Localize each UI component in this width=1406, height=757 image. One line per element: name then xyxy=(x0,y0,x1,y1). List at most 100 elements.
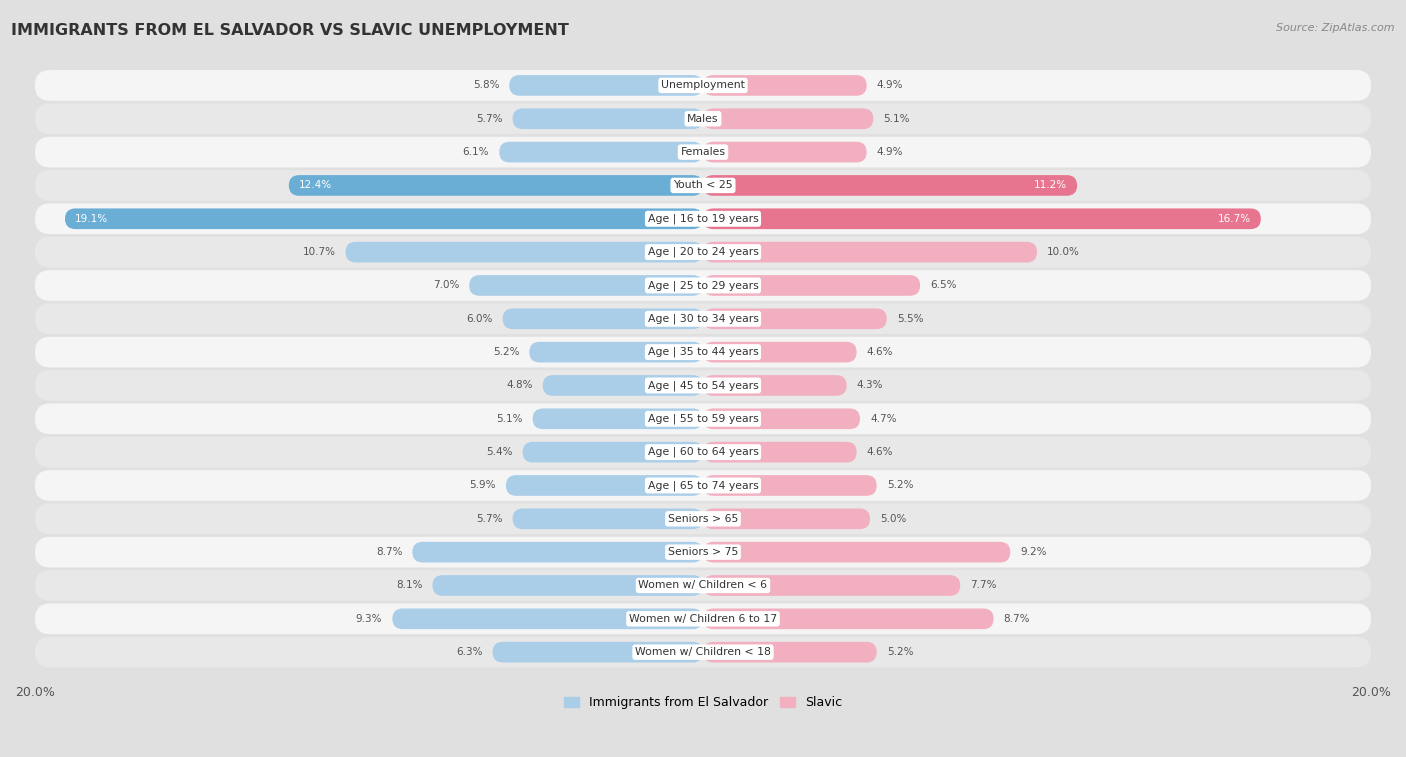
FancyBboxPatch shape xyxy=(35,470,1371,501)
FancyBboxPatch shape xyxy=(509,75,703,95)
FancyBboxPatch shape xyxy=(35,537,1371,568)
FancyBboxPatch shape xyxy=(346,241,703,263)
FancyBboxPatch shape xyxy=(513,108,703,129)
Text: Age | 60 to 64 years: Age | 60 to 64 years xyxy=(648,447,758,457)
FancyBboxPatch shape xyxy=(433,575,703,596)
FancyBboxPatch shape xyxy=(543,375,703,396)
FancyBboxPatch shape xyxy=(703,308,887,329)
FancyBboxPatch shape xyxy=(703,342,856,363)
FancyBboxPatch shape xyxy=(35,503,1371,534)
Text: 4.6%: 4.6% xyxy=(866,447,893,457)
FancyBboxPatch shape xyxy=(703,475,877,496)
FancyBboxPatch shape xyxy=(470,275,703,296)
FancyBboxPatch shape xyxy=(35,104,1371,134)
FancyBboxPatch shape xyxy=(703,642,877,662)
Text: 11.2%: 11.2% xyxy=(1033,180,1067,191)
FancyBboxPatch shape xyxy=(506,475,703,496)
Text: Unemployment: Unemployment xyxy=(661,80,745,90)
FancyBboxPatch shape xyxy=(703,108,873,129)
FancyBboxPatch shape xyxy=(513,509,703,529)
FancyBboxPatch shape xyxy=(703,275,920,296)
FancyBboxPatch shape xyxy=(703,142,866,163)
Text: Age | 55 to 59 years: Age | 55 to 59 years xyxy=(648,413,758,424)
Text: 5.4%: 5.4% xyxy=(486,447,513,457)
Text: 4.7%: 4.7% xyxy=(870,414,897,424)
Text: Males: Males xyxy=(688,114,718,123)
FancyBboxPatch shape xyxy=(35,370,1371,400)
FancyBboxPatch shape xyxy=(35,237,1371,267)
Text: 5.8%: 5.8% xyxy=(472,80,499,90)
Text: 19.1%: 19.1% xyxy=(75,213,108,224)
Text: Age | 25 to 29 years: Age | 25 to 29 years xyxy=(648,280,758,291)
Text: 8.7%: 8.7% xyxy=(1004,614,1031,624)
Text: 6.1%: 6.1% xyxy=(463,147,489,157)
FancyBboxPatch shape xyxy=(529,342,703,363)
Text: 10.0%: 10.0% xyxy=(1047,247,1080,257)
Text: 5.2%: 5.2% xyxy=(887,481,914,491)
Text: 12.4%: 12.4% xyxy=(299,180,332,191)
Text: Age | 45 to 54 years: Age | 45 to 54 years xyxy=(648,380,758,391)
Text: Age | 30 to 34 years: Age | 30 to 34 years xyxy=(648,313,758,324)
Text: 5.1%: 5.1% xyxy=(496,414,523,424)
Text: Women w/ Children < 18: Women w/ Children < 18 xyxy=(636,647,770,657)
Text: 6.0%: 6.0% xyxy=(467,314,492,324)
Text: 5.1%: 5.1% xyxy=(883,114,910,123)
Text: 9.2%: 9.2% xyxy=(1021,547,1047,557)
FancyBboxPatch shape xyxy=(65,208,703,229)
FancyBboxPatch shape xyxy=(703,75,866,95)
Legend: Immigrants from El Salvador, Slavic: Immigrants from El Salvador, Slavic xyxy=(558,691,848,714)
FancyBboxPatch shape xyxy=(35,403,1371,434)
FancyBboxPatch shape xyxy=(35,170,1371,201)
Text: 4.9%: 4.9% xyxy=(877,80,903,90)
Text: 4.9%: 4.9% xyxy=(877,147,903,157)
Text: 4.6%: 4.6% xyxy=(866,347,893,357)
FancyBboxPatch shape xyxy=(703,609,994,629)
FancyBboxPatch shape xyxy=(35,304,1371,334)
Text: 5.7%: 5.7% xyxy=(477,114,502,123)
Text: 5.2%: 5.2% xyxy=(492,347,519,357)
FancyBboxPatch shape xyxy=(703,175,1077,196)
FancyBboxPatch shape xyxy=(492,642,703,662)
Text: 10.7%: 10.7% xyxy=(302,247,336,257)
FancyBboxPatch shape xyxy=(35,204,1371,234)
Text: Seniors > 75: Seniors > 75 xyxy=(668,547,738,557)
Text: 9.3%: 9.3% xyxy=(356,614,382,624)
Text: 16.7%: 16.7% xyxy=(1218,213,1251,224)
Text: 4.8%: 4.8% xyxy=(506,381,533,391)
FancyBboxPatch shape xyxy=(703,208,1261,229)
Text: Women w/ Children 6 to 17: Women w/ Children 6 to 17 xyxy=(628,614,778,624)
Text: Youth < 25: Youth < 25 xyxy=(673,180,733,191)
FancyBboxPatch shape xyxy=(35,637,1371,668)
FancyBboxPatch shape xyxy=(703,241,1038,263)
Text: 5.9%: 5.9% xyxy=(470,481,496,491)
FancyBboxPatch shape xyxy=(703,442,856,463)
FancyBboxPatch shape xyxy=(35,603,1371,634)
FancyBboxPatch shape xyxy=(392,609,703,629)
Text: Age | 35 to 44 years: Age | 35 to 44 years xyxy=(648,347,758,357)
FancyBboxPatch shape xyxy=(35,137,1371,167)
Text: Females: Females xyxy=(681,147,725,157)
Text: Age | 65 to 74 years: Age | 65 to 74 years xyxy=(648,480,758,491)
Text: Age | 16 to 19 years: Age | 16 to 19 years xyxy=(648,213,758,224)
FancyBboxPatch shape xyxy=(35,570,1371,601)
Text: 5.2%: 5.2% xyxy=(887,647,914,657)
FancyBboxPatch shape xyxy=(412,542,703,562)
FancyBboxPatch shape xyxy=(499,142,703,163)
Text: 4.3%: 4.3% xyxy=(856,381,883,391)
FancyBboxPatch shape xyxy=(703,542,1011,562)
Text: 7.7%: 7.7% xyxy=(970,581,997,590)
FancyBboxPatch shape xyxy=(35,437,1371,468)
FancyBboxPatch shape xyxy=(35,337,1371,367)
Text: Age | 20 to 24 years: Age | 20 to 24 years xyxy=(648,247,758,257)
FancyBboxPatch shape xyxy=(523,442,703,463)
FancyBboxPatch shape xyxy=(288,175,703,196)
Text: Seniors > 65: Seniors > 65 xyxy=(668,514,738,524)
Text: 6.3%: 6.3% xyxy=(456,647,482,657)
FancyBboxPatch shape xyxy=(35,270,1371,301)
Text: 8.1%: 8.1% xyxy=(396,581,422,590)
FancyBboxPatch shape xyxy=(502,308,703,329)
FancyBboxPatch shape xyxy=(35,70,1371,101)
Text: 6.5%: 6.5% xyxy=(931,280,956,291)
FancyBboxPatch shape xyxy=(703,409,860,429)
Text: 5.7%: 5.7% xyxy=(477,514,502,524)
